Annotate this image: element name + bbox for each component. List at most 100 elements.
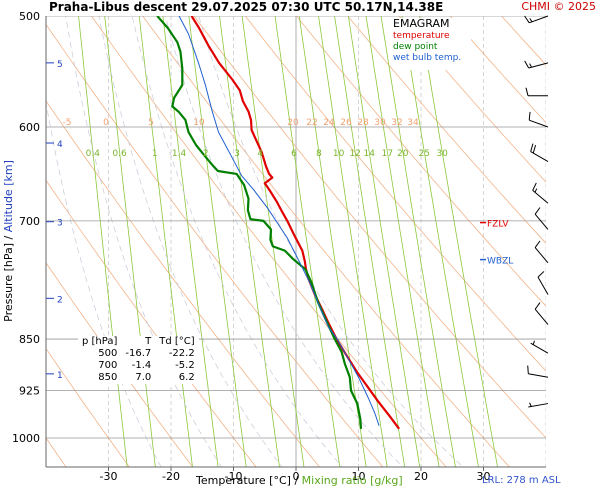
- wind-barb-staff: [528, 403, 549, 408]
- moist-adiabat-line: [165, 16, 404, 467]
- wind-barb: [528, 402, 549, 408]
- table-cell: -16.7: [125, 348, 152, 359]
- pressure-tick-label: 700: [19, 215, 40, 228]
- table-header-row: p [hPa] T Td [°C]: [78, 336, 199, 348]
- dry-adiabat-line: [46, 179, 257, 467]
- table-cell: 7.0: [135, 372, 152, 383]
- wind-barb-staff: [534, 308, 549, 325]
- mixing-ratio-label: 10: [333, 149, 345, 159]
- mixing-ratio-label: 8: [316, 149, 322, 159]
- dry-adiabat-line: [46, 262, 194, 467]
- legend-dewpoint: dew point: [393, 42, 438, 52]
- wind-barb-staff: [537, 276, 549, 295]
- mixing-ratio-label: 12: [349, 149, 360, 159]
- mixing-ratio-line: [401, 16, 479, 467]
- mixing-ratio-line: [219, 16, 280, 467]
- wind-barb: [532, 182, 549, 204]
- wind-barb: [525, 87, 548, 97]
- moist-adiabat-line: [198, 16, 464, 467]
- wind-barb-feather: [528, 111, 531, 121]
- mixing-ratio-label: 2: [203, 149, 209, 159]
- altitude-tick-label: 5: [57, 60, 63, 70]
- pressure-tick-label: 1000: [12, 432, 40, 445]
- x-tick-label: -20: [162, 470, 180, 483]
- legend-wetbulb: wet bulb temp.: [393, 53, 462, 63]
- table-cell: 700: [98, 360, 118, 371]
- dry-adiabat-line: [296, 16, 546, 307]
- wind-barb-staff: [528, 373, 549, 378]
- wetbulb-line: [178, 16, 380, 426]
- wind-barb-staff: [534, 247, 549, 264]
- wind-barb-feather: [527, 365, 529, 374]
- dry-adiabat-label: 30: [374, 118, 386, 128]
- table-header: p [hPa]: [82, 336, 118, 347]
- mixing-ratio-label: 0.6: [112, 149, 127, 159]
- chart-title: Praha-Libus descent 29.07.2025 07:30 UTC…: [49, 0, 444, 14]
- legend-temperature: temperature: [393, 31, 450, 41]
- table-row: 500 -16.7 -22.2: [78, 348, 199, 360]
- mixing-ratio-line: [334, 16, 406, 467]
- mixing-ratio-line: [418, 16, 498, 467]
- dry-adiabat-label: 32: [391, 118, 402, 128]
- wind-barb: [528, 111, 549, 128]
- mixing-ratio-label: 0.4: [86, 149, 101, 159]
- x-tick-label: 10: [352, 470, 366, 483]
- wind-barb-staff: [530, 342, 549, 354]
- x-tick-label: -30: [100, 470, 118, 483]
- mixing-ratio-label: 4: [257, 149, 263, 159]
- wind-barb: [534, 240, 549, 264]
- credit-link[interactable]: CHMI © 2025: [521, 0, 596, 13]
- altitude-tick-label: 1: [57, 371, 63, 381]
- dry-adiabat-line: [398, 16, 546, 183]
- mixing-ratio-line: [347, 16, 421, 467]
- mixing-ratio-label: 17: [382, 149, 393, 159]
- mixing-ratio-label: 25: [419, 149, 430, 159]
- dry-adiabat-label: 34: [407, 118, 419, 128]
- wind-barb-half-feather: [534, 188, 538, 193]
- dry-adiabat-line: [547, 10, 600, 482]
- wind-barb-half-feather: [529, 402, 532, 407]
- wind-barb-half-feather: [529, 18, 533, 23]
- dry-adiabat-label: 10: [193, 118, 205, 128]
- table-header: Td [°C]: [159, 336, 195, 347]
- wbzl-label: WBZL: [487, 257, 513, 267]
- mixing-ratio-line: [380, 16, 456, 467]
- table-cell: 500: [98, 348, 118, 359]
- fzlv-label: FZLV: [487, 220, 509, 230]
- altitude-tick-label: 3: [57, 219, 63, 229]
- dry-adiabat-line: [46, 100, 320, 467]
- dewpoint-line: [156, 16, 363, 429]
- wind-barb-staff: [528, 62, 549, 69]
- table-cell: -22.2: [168, 348, 195, 359]
- mixing-ratio-label: 20: [397, 149, 409, 159]
- table-row: 850 7.0 6.2: [78, 372, 199, 384]
- mixing-ratio-label: 1: [152, 149, 158, 159]
- x-axis-label-sep: /: [290, 474, 302, 487]
- wind-barb: [530, 340, 549, 354]
- altitude-tick-label: 2: [57, 295, 63, 305]
- dry-adiabat-label: 0: [103, 118, 109, 128]
- pressure-tick-label: 850: [19, 333, 40, 346]
- wind-barb: [534, 302, 549, 325]
- wind-barb-staff: [529, 119, 549, 128]
- x-tick-label: -10: [225, 470, 243, 483]
- x-tick-label: 0: [293, 470, 300, 483]
- wind-barb-half-feather: [529, 63, 533, 68]
- mixing-ratio-line: [318, 16, 388, 467]
- wind-barb-staff: [530, 151, 549, 162]
- mixing-ratio-line: [162, 16, 219, 467]
- table-header: T: [145, 336, 152, 347]
- wind-barb: [527, 365, 549, 378]
- dry-adiabat-line: [91, 16, 447, 467]
- mixing-ratio-line: [78, 16, 128, 467]
- wind-barb: [534, 207, 549, 230]
- dry-adiabat-label: -5: [63, 118, 72, 128]
- wind-barb: [537, 271, 549, 295]
- wind-barb-half-feather: [532, 340, 535, 345]
- x-axis-label-mix: Mixing ratio [g/kg]: [301, 474, 403, 487]
- mixing-ratio-line: [138, 16, 193, 467]
- dry-adiabat-line: [193, 16, 546, 439]
- mixing-ratio-line: [365, 16, 440, 467]
- x-tick-label: 30: [477, 470, 491, 483]
